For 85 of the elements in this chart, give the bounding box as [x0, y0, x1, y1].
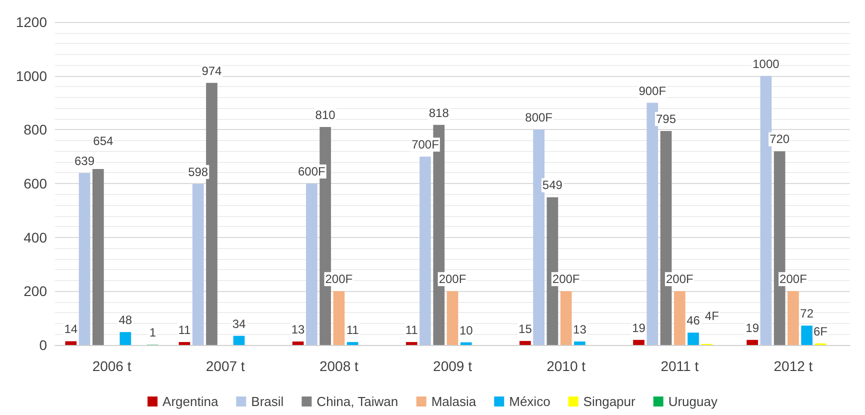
bar: [574, 342, 586, 345]
bar: [192, 184, 204, 345]
bar: [292, 342, 304, 345]
data-label: 14: [64, 322, 78, 336]
bar: [788, 291, 799, 345]
x-tick-label: 2006 t: [92, 358, 132, 374]
data-label: 720: [770, 132, 790, 146]
bar: [206, 82, 218, 345]
bar: [746, 340, 758, 345]
data-label: 13: [291, 322, 306, 336]
data-label: 200F: [780, 272, 807, 286]
data-label: 810: [315, 108, 336, 122]
bar: [460, 342, 472, 345]
data-label: 13: [573, 322, 587, 336]
data-label: 48: [118, 313, 132, 328]
legend-label: China, Taiwan: [316, 394, 398, 409]
bar: [306, 184, 318, 345]
bar: [646, 102, 658, 345]
data-label: 600F: [298, 164, 326, 178]
data-label: 19: [746, 320, 760, 335]
data-label: 34: [232, 316, 246, 331]
data-label: 200F: [552, 272, 580, 286]
data-label: 19: [632, 320, 646, 335]
bar: [674, 291, 686, 345]
x-tick-label: 2011 t: [660, 358, 699, 374]
data-label: 46: [686, 314, 700, 328]
bar: [446, 291, 458, 345]
data-label: 6F: [813, 324, 828, 338]
bar: [688, 332, 699, 345]
legend-label: Uruguay: [668, 394, 718, 409]
bar: [520, 340, 531, 345]
data-label: 200F: [666, 272, 694, 286]
data-label: 1: [149, 326, 156, 340]
data-label: 11: [178, 323, 192, 338]
bar: [65, 341, 77, 345]
bar: [178, 342, 190, 345]
data-label: 4F: [704, 308, 719, 323]
x-tick-label: 2009 t: [433, 358, 472, 374]
data-label: 549: [542, 178, 563, 192]
bar: [801, 326, 813, 345]
bar: [78, 173, 90, 345]
y-tick-label: 0: [39, 337, 48, 353]
legend-label: Malasia: [431, 394, 477, 409]
data-label: 15: [518, 322, 532, 336]
x-tick-label: 2008 t: [319, 358, 358, 374]
data-label: 11: [405, 323, 418, 338]
data-label: 700F: [412, 138, 439, 152]
bar: [233, 336, 245, 345]
bar: [406, 342, 418, 345]
data-label: 200F: [325, 272, 353, 286]
data-label: 11: [346, 323, 360, 338]
bar: [560, 291, 572, 345]
bar: [760, 76, 772, 345]
legend-label: Brasil: [251, 394, 284, 409]
y-tick-label: 200: [24, 283, 48, 300]
y-tick-label: 1000: [16, 68, 48, 84]
data-label: 72: [800, 306, 814, 321]
x-tick-label: 2007 t: [206, 358, 245, 374]
data-label: 10: [459, 323, 474, 338]
bar: [120, 332, 132, 345]
bar: [533, 130, 544, 345]
bar: [420, 156, 431, 345]
data-label: 654: [93, 134, 114, 148]
legend-label: Argentina: [162, 394, 219, 409]
data-label: 818: [428, 106, 450, 120]
bar: [92, 168, 104, 345]
y-tick-label: 600: [24, 176, 48, 192]
data-label: 598: [188, 165, 208, 180]
data-label: 795: [656, 112, 676, 126]
bar: [633, 340, 644, 345]
data-label: 974: [202, 64, 222, 78]
y-tick-label: 400: [24, 229, 48, 246]
bar: [346, 342, 358, 345]
y-tick-label: 800: [24, 122, 48, 138]
legend-label: México: [509, 394, 550, 409]
y-tick-label: 1200: [16, 14, 48, 30]
bar: [333, 291, 345, 345]
data-label: 900F: [638, 84, 666, 98]
data-label: 200F: [438, 272, 466, 286]
x-tick-label: 2012 t: [774, 358, 813, 374]
data-label: 800F: [525, 110, 552, 125]
data-label: 1000: [752, 56, 780, 71]
data-label: 639: [74, 154, 95, 168]
x-tick-label: 2010 t: [546, 358, 586, 374]
legend-label: Singapur: [583, 394, 636, 409]
